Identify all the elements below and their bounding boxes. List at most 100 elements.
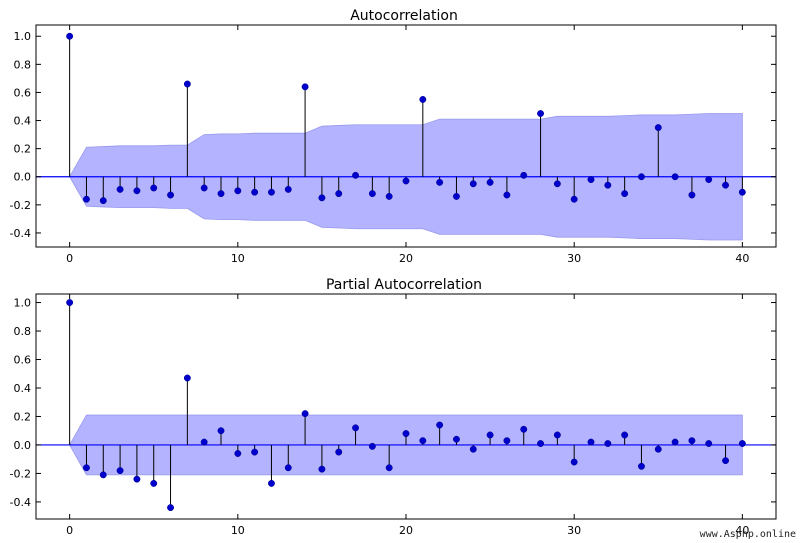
data-point: [621, 431, 629, 439]
data-point: [654, 124, 662, 132]
data-point: [150, 479, 158, 487]
data-point: [251, 188, 259, 196]
chart-title: Autocorrelation: [350, 8, 458, 24]
data-point: [251, 448, 259, 456]
data-point: [553, 431, 561, 439]
data-point: [520, 171, 528, 179]
x-tick-label: 0: [66, 524, 73, 537]
data-point: [335, 448, 343, 456]
y-tick-label: 1.0: [14, 30, 32, 43]
data-point: [419, 437, 427, 445]
data-point: [234, 450, 242, 457]
data-point: [705, 440, 713, 447]
plot-frame: [35, 293, 777, 520]
x-tick-label: 10: [231, 524, 245, 537]
chart-title: Partial Autocorrelation: [326, 277, 482, 293]
autocorrelation-chart: Autocorrelation 0 10 20 30 40 -0.4 -0.2 0.0 0.2 0…: [10, 8, 777, 265]
data-point: [621, 190, 629, 198]
y-tick-label: 0.8: [14, 58, 32, 71]
data-point: [284, 464, 292, 472]
data-point: [520, 425, 528, 433]
data-point: [318, 465, 326, 473]
data-point: [352, 424, 359, 432]
data-point: [604, 181, 612, 189]
data-point: [587, 438, 595, 446]
watermark: www.Asphp.online: [699, 529, 796, 540]
data-point: [301, 410, 309, 418]
data-point: [301, 83, 309, 91]
x-tick-label: 30: [567, 252, 581, 265]
data-point: [133, 187, 141, 195]
x-tick-label: 20: [399, 524, 413, 537]
x-tick-label: 20: [399, 252, 413, 265]
data-point: [469, 180, 477, 188]
y-tick-label: 0.6: [14, 354, 32, 367]
x-tick-label: 40: [735, 252, 749, 265]
data-point: [368, 190, 376, 198]
data-point: [335, 190, 343, 198]
data-point: [638, 462, 645, 470]
data-point: [167, 191, 174, 199]
data-point: [453, 192, 460, 200]
data-point: [654, 445, 662, 453]
data-point: [537, 440, 544, 447]
data-point: [436, 421, 444, 429]
data-point: [419, 96, 427, 103]
y-tick-label: 1.0: [14, 297, 32, 310]
x-tick-label: 40: [735, 524, 749, 537]
data-point: [66, 299, 74, 306]
data-point: [671, 173, 679, 181]
data-point: [99, 471, 107, 479]
data-point: [570, 458, 578, 466]
data-point: [368, 442, 376, 450]
data-point: [604, 440, 612, 447]
data-point: [436, 178, 444, 186]
data-point: [469, 445, 477, 453]
plot-frame: [35, 24, 777, 248]
data-point: [318, 194, 326, 202]
data-point: [83, 464, 90, 472]
data-point: [638, 173, 645, 181]
y-tick-label: 0.8: [14, 325, 32, 338]
data-point: [503, 437, 511, 445]
data-point: [116, 467, 124, 475]
data-point: [503, 191, 511, 199]
y-tick-label: 0.2: [14, 143, 32, 156]
data-point: [722, 457, 729, 465]
data-point: [722, 181, 729, 189]
y-tick-label: -0.4: [10, 227, 31, 240]
data-point: [385, 464, 393, 472]
y-tick-label: 0.2: [14, 410, 32, 423]
data-point: [688, 191, 696, 199]
data-point: [402, 430, 410, 438]
x-tick-label: 0: [66, 252, 73, 265]
data-point: [352, 171, 359, 179]
data-point: [150, 184, 158, 192]
y-tick-label: -0.4: [10, 496, 31, 509]
data-point: [486, 431, 494, 439]
data-point: [167, 504, 174, 512]
data-point: [385, 192, 393, 200]
y-tick-label: 0.0: [14, 439, 32, 452]
data-point: [688, 437, 696, 445]
y-tick-label: -0.2: [10, 467, 31, 480]
data-point: [587, 176, 595, 184]
data-point: [486, 178, 494, 186]
data-point: [453, 435, 460, 443]
data-point: [738, 440, 746, 447]
data-point: [268, 188, 275, 196]
data-point: [234, 187, 242, 195]
data-point: [200, 184, 208, 192]
y-tick-label: -0.2: [10, 199, 31, 212]
data-point: [671, 438, 679, 446]
data-point: [553, 180, 561, 188]
data-point: [99, 197, 107, 205]
partial-autocorrelation-chart: Partial Autocorrelation 0 10 20 30 40 -0.4 -0.…: [10, 277, 777, 537]
y-tick-label: 0.0: [14, 171, 32, 184]
data-point: [738, 188, 746, 196]
data-point: [217, 427, 225, 435]
data-point: [705, 176, 713, 184]
data-point: [183, 374, 191, 382]
data-point: [268, 479, 275, 487]
